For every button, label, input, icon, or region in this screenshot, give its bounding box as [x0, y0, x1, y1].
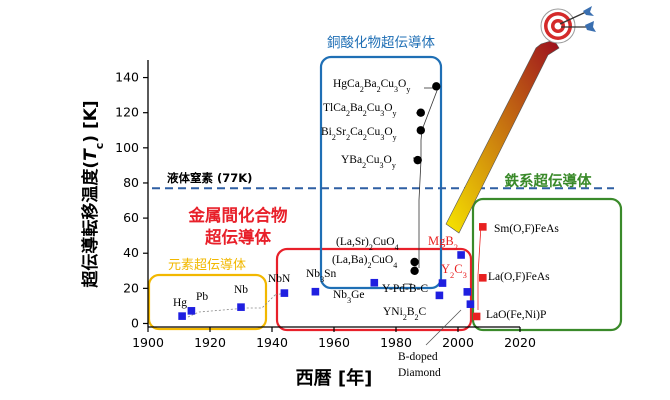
target-icon [540, 6, 596, 44]
cuprate-group-box [319, 55, 443, 290]
y-tick-label: 60 [123, 210, 139, 225]
data-point [311, 287, 320, 296]
dart-icon [559, 6, 594, 25]
label-pb: Pb [196, 291, 208, 303]
data-point [416, 126, 425, 135]
x-tick-label: 1900 [132, 335, 164, 350]
y-tick-label: 80 [123, 175, 139, 190]
data-point [416, 108, 425, 117]
dart-icon [561, 21, 596, 32]
label-mgb2: MgB2 [428, 234, 458, 252]
data-point [280, 289, 289, 297]
label-nbn: NbN [268, 273, 291, 285]
rising-arrow-body [445, 39, 560, 234]
data-point [457, 251, 465, 259]
label-nb3sn: Nb3Sn [306, 268, 336, 284]
x-tick-label: 1920 [194, 335, 226, 350]
data-point [479, 274, 487, 282]
label-laofenip: LaO(Fe,Ni)P [486, 309, 546, 321]
label-ybco: YBa2Cu3Oy [341, 154, 396, 170]
data-point [472, 312, 481, 321]
elemental-group-box [147, 273, 268, 331]
x-axis-title: 西暦 [年] [296, 367, 373, 389]
data-point [413, 155, 422, 165]
cuprate-group-label: 銅酸化物超伝導体 [327, 35, 435, 51]
label-labacuo: (La,Ba)2CuO4 [332, 254, 397, 270]
y-tick-label: 0 [131, 315, 139, 330]
data-point [178, 312, 186, 320]
x-tick-label: 1980 [380, 335, 412, 350]
label-hbcco: HgCa2Ba2Cu3Oy [333, 78, 410, 94]
data-point [435, 291, 444, 300]
iron-group-box [471, 197, 623, 332]
label-nb: Nb [234, 284, 248, 296]
intermetallic-group-label-line1: 金属間化合物 [188, 205, 289, 225]
label-laofeas: La(O,F)FeAs [488, 271, 550, 283]
x-tick-label: 2000 [442, 335, 474, 350]
y-tick-label: 100 [115, 140, 139, 155]
data-point [432, 82, 441, 91]
x-tick-label: 1960 [318, 335, 350, 350]
label-y2c3: Y2C3 [441, 262, 467, 280]
label-nb3ge: Nb3Ge [333, 289, 364, 305]
data-point [187, 307, 196, 315]
data-point [463, 288, 472, 296]
iron-group-label: 鉄系超伝導体 [505, 172, 592, 190]
data-point [410, 257, 419, 267]
data-point [438, 279, 447, 287]
liquid-nitrogen-label: 液体窒素 (77K) [167, 171, 252, 185]
label-tbcco: TlCa2Ba2Cu3Oy [323, 102, 397, 118]
data-point [466, 300, 475, 308]
x-tick-label: 1940 [256, 335, 288, 350]
x-tick-label: 2020 [504, 335, 536, 350]
rising-arrow [445, 39, 560, 234]
label-smofeas: Sm(O,F)FeAs [494, 223, 559, 235]
y-tick-label: 20 [123, 280, 139, 295]
label-yni2b2c: YNi2B2C [383, 306, 426, 322]
data-point [479, 223, 487, 231]
data-point [410, 266, 419, 275]
connector-lines [187, 87, 482, 318]
elemental-group-label: 元素超伝導体 [168, 258, 246, 273]
label-bscco: Bi2Sr2Ca2Cu3Oy [321, 126, 397, 142]
label-ypdbc: Y-Pd-B-C [382, 283, 428, 295]
y-tick-label: 140 [115, 70, 139, 85]
y-tick-label: 120 [115, 105, 139, 120]
y-tick-label: 40 [123, 245, 139, 260]
y-axis-title: 超伝導転移温度(Tc) [K] [80, 100, 106, 287]
label-hg: Hg [173, 297, 187, 309]
data-point [370, 278, 379, 287]
label-bdoped-2: Diamond [398, 367, 441, 379]
label-bdoped-1: B-doped [398, 351, 438, 363]
bdoped-pointer-line [425, 309, 462, 346]
data-point [237, 303, 245, 311]
intermetallic-group-label-line2: 超伝導体 [205, 227, 272, 247]
label-lasrcuo: (La,Sr)2CuO4 [336, 236, 399, 252]
